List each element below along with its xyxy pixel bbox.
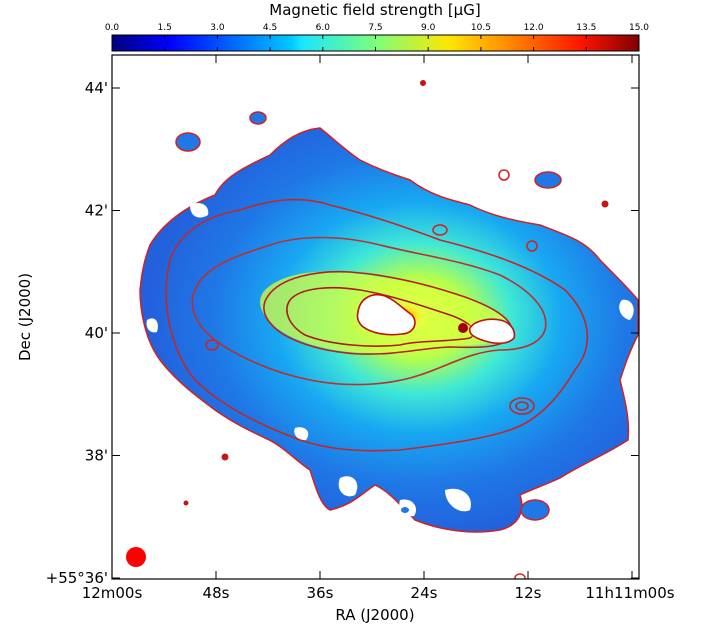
contour-ring [515,401,529,411]
peak-spot [458,323,468,333]
contour-ring [509,397,535,415]
contour-dot [183,500,189,506]
plot-area: 12m00s 48s 36s 24s 12s 11h11m00s +55°36' 38' 40… [46,54,675,602]
y-axis-label: Dec (J2000) [16,273,34,361]
colorbar-tick-label: 7.5 [368,23,382,33]
colorbar-tick-label: 6.0 [316,23,331,33]
plot-frame [111,54,640,580]
colorbar-tick-label: 3.0 [210,23,225,33]
colorbar-tick-label: 4.5 [263,23,277,33]
x-tick-label: 12m00s [82,584,143,602]
colorbar-tick-label: 9.0 [421,23,436,33]
x-tick-label: 11h11m00s [585,584,674,602]
blank-hole [619,299,634,320]
emission-island [534,171,562,189]
y-tick-label: 42' [85,202,108,220]
contour-level-5 [286,286,475,347]
colorbar-tick-label: 10.5 [471,23,491,33]
y-tick-label: 40' [85,324,108,342]
blank-hole [294,427,309,441]
blank-hole [146,318,158,333]
x-tick-label: 36s [307,584,334,602]
contour-level-3 [191,236,547,386]
y-tick-label: 44' [85,79,108,97]
contour-level-2 [165,198,589,452]
axis-ticks [111,55,639,579]
beam-marker [126,547,146,567]
x-axis-label: RA (J2000) [335,606,414,624]
contour-ring [514,573,526,579]
colorbar-tick-labels: 0.0 1.5 3.0 4.5 6.0 7.5 9.0 10.5 12.0 13.5 15.0 [105,23,649,33]
blank-hole [445,488,471,512]
contour-ring [205,339,219,351]
emission-island [175,132,201,152]
y-tick-labels: +55°36' 38' 40' 42' 44' [46,79,108,587]
contour-ring [498,169,510,181]
blank-hole [190,203,209,218]
blank-core-west [468,318,516,345]
contour-dot [420,80,426,86]
colorbar-tick-label: 15.0 [629,23,649,33]
x-tick-label: 24s [411,584,438,602]
emission-island [520,499,550,521]
colorbar-ticks [111,35,640,51]
x-tick-labels: 12m00s 48s 36s 24s 12s 11h11m00s [82,584,675,602]
blank-hole [588,229,603,245]
colorbar-tick-label: 13.5 [576,23,596,33]
emission-island [401,507,409,513]
blank-core-east [356,294,416,336]
colorbar-tick-label: 1.5 [158,23,172,33]
x-tick-label: 12s [515,584,542,602]
emission-island [249,111,267,125]
contour-ring [432,224,448,236]
x-tick-label: 48s [203,584,230,602]
blank-hole [338,476,358,497]
y-tick-label: 38' [85,447,108,465]
colorbar-title: Magnetic field strength [μG] [269,1,480,19]
contour-ring [526,240,538,252]
contour-level-4 [263,270,513,355]
colorbar: Magnetic field strength [μG] 0.0 1.5 3.0 4.… [105,1,649,52]
y-tick-label: +55°36' [46,569,108,587]
contour-dot [601,200,609,208]
colorbar-tick-label: 12.0 [524,23,544,33]
contour-dot [221,453,229,461]
colorbar-tick-label: 0.0 [105,23,120,33]
